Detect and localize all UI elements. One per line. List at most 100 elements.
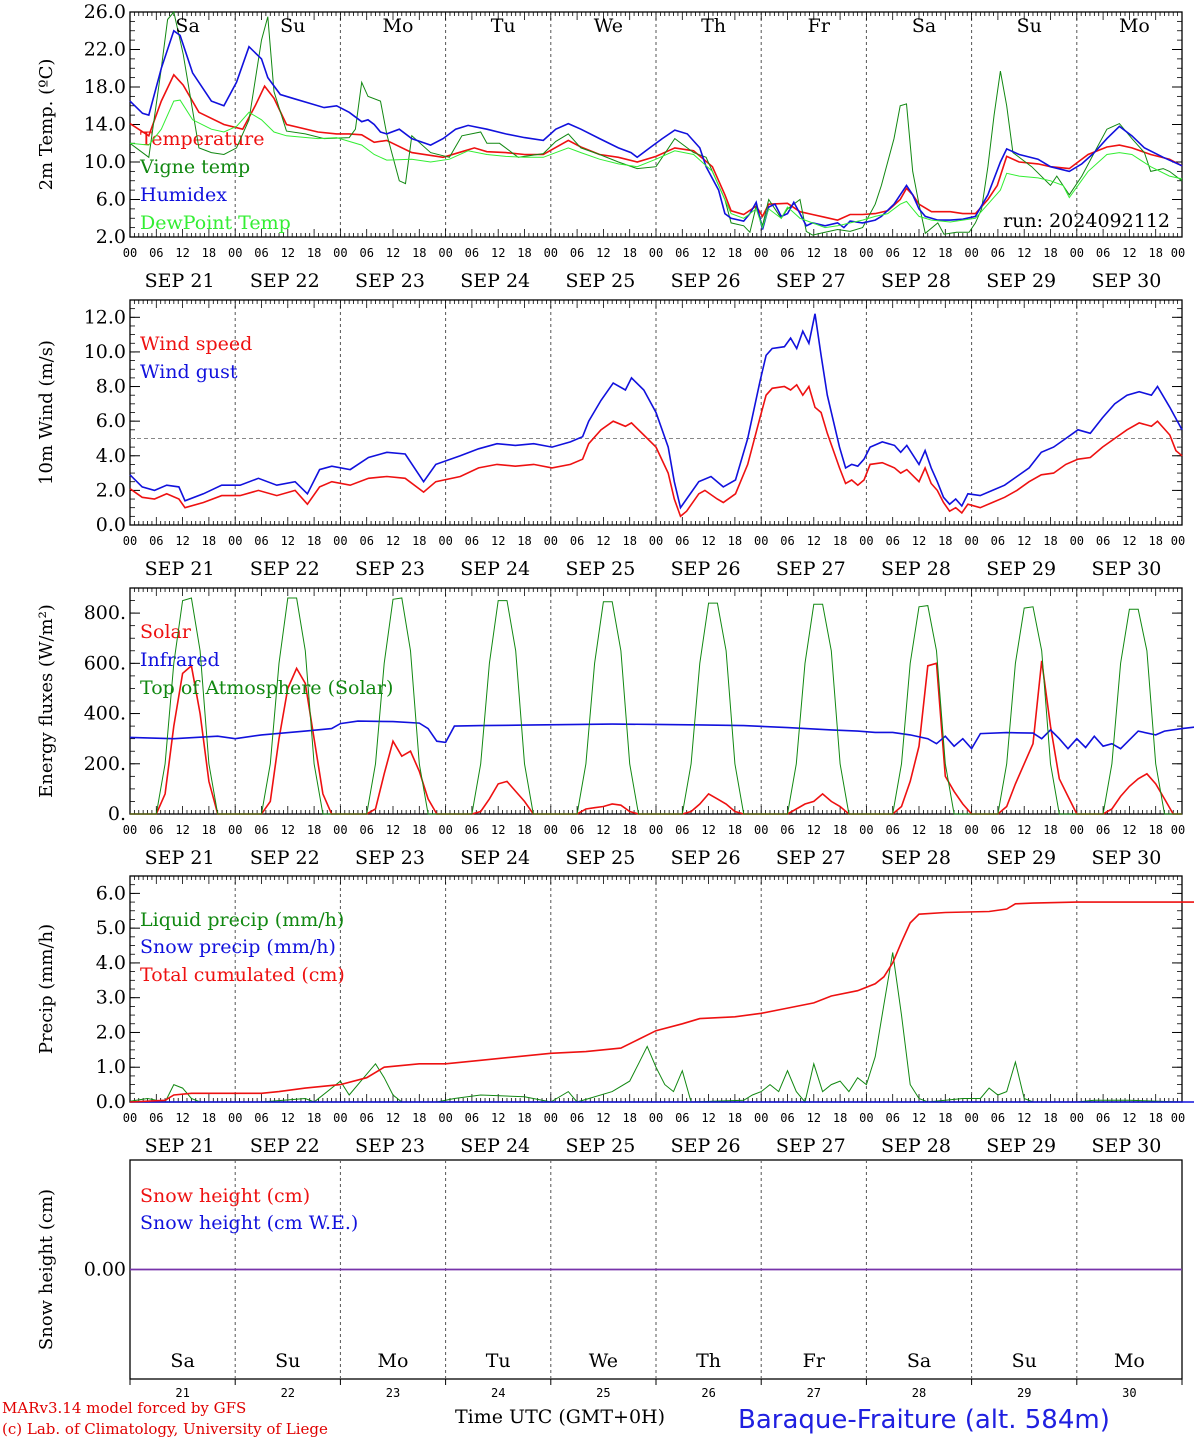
hour-label: 06 bbox=[465, 246, 479, 260]
hour-label: 00 bbox=[228, 246, 242, 260]
hour-label: 00 bbox=[123, 534, 137, 548]
series-line-2-2 bbox=[129, 313, 1183, 510]
date-label: SEP 26 bbox=[671, 270, 741, 292]
day-abbr: Fr bbox=[803, 1350, 826, 1372]
hour-label: 00 bbox=[333, 823, 347, 837]
day-abbr: Sa bbox=[912, 15, 936, 37]
hour-label: 00 bbox=[754, 1111, 768, 1125]
day-number: 26 bbox=[701, 1386, 715, 1400]
hour-label: 18 bbox=[517, 1111, 531, 1125]
hour-label: 00 bbox=[228, 823, 242, 837]
legend-entry: Snow height (cm W.E.) bbox=[140, 1212, 358, 1234]
hour-label: 18 bbox=[1043, 1111, 1057, 1125]
hour-label: 06 bbox=[149, 1111, 163, 1125]
hour-label: 18 bbox=[1043, 823, 1057, 837]
series-line-3-2 bbox=[129, 720, 1194, 751]
hour-label: 06 bbox=[359, 246, 373, 260]
hour-label: 18 bbox=[938, 823, 952, 837]
hour-label: 18 bbox=[307, 823, 321, 837]
hour-label: 12 bbox=[281, 823, 295, 837]
hour-label: 12 bbox=[701, 823, 715, 837]
date-label: SEP 26 bbox=[671, 558, 741, 580]
y-axis-label: Energy fluxes (W/m²) bbox=[36, 604, 57, 798]
date-label: SEP 30 bbox=[1091, 270, 1161, 292]
hour-label: 12 bbox=[491, 1111, 505, 1125]
hour-label: 12 bbox=[807, 246, 821, 260]
hour-label: 00 bbox=[649, 246, 663, 260]
hour-label: 00 bbox=[649, 823, 663, 837]
hour-label: 12 bbox=[912, 534, 926, 548]
hour-label: 12 bbox=[912, 1111, 926, 1125]
hour-label: 12 bbox=[386, 823, 400, 837]
legend-entry: Vigne temp bbox=[139, 156, 250, 178]
hour-label: 12 bbox=[175, 534, 189, 548]
y-tick-label: 5.0 bbox=[96, 917, 126, 939]
hour-label: 00 bbox=[859, 823, 873, 837]
hour-label: 18 bbox=[833, 246, 847, 260]
hour-label: 12 bbox=[807, 1111, 821, 1125]
series-line-1-1 bbox=[129, 73, 1183, 221]
hour-label: 00 bbox=[649, 1111, 663, 1125]
day-number: 21 bbox=[175, 1386, 189, 1400]
day-abbr: Tu bbox=[491, 15, 516, 37]
hour-label: 12 bbox=[701, 1111, 715, 1125]
hour-label: 06 bbox=[254, 534, 268, 548]
y-tick-label: 200. bbox=[84, 753, 126, 775]
hour-label: 00 bbox=[228, 534, 242, 548]
date-label: SEP 27 bbox=[776, 558, 846, 580]
y-tick-label: 0.0 bbox=[96, 1091, 126, 1113]
y-tick-label: 400. bbox=[84, 703, 126, 725]
hour-label: 12 bbox=[596, 534, 610, 548]
hour-label: 00 bbox=[1171, 534, 1185, 548]
hour-label: 12 bbox=[596, 1111, 610, 1125]
hour-label: 18 bbox=[833, 823, 847, 837]
y-tick-label: 6.0 bbox=[96, 410, 126, 432]
hour-label: 06 bbox=[1096, 534, 1110, 548]
run-label: run: 2024092112 bbox=[1003, 210, 1170, 232]
day-abbr: We bbox=[589, 1350, 618, 1372]
hour-label: 06 bbox=[465, 534, 479, 548]
hour-label: 00 bbox=[859, 246, 873, 260]
hour-label: 18 bbox=[728, 1111, 742, 1125]
hour-label: 00 bbox=[859, 534, 873, 548]
date-label: SEP 22 bbox=[250, 270, 320, 292]
hour-label: 12 bbox=[1122, 534, 1136, 548]
y-tick-label: 0. bbox=[108, 803, 126, 825]
hour-label: 18 bbox=[412, 823, 426, 837]
series-line-1-4 bbox=[129, 99, 1183, 230]
hour-label: 00 bbox=[1070, 246, 1084, 260]
date-label: SEP 24 bbox=[460, 270, 530, 292]
date-label: SEP 21 bbox=[145, 558, 215, 580]
hour-label: 12 bbox=[912, 823, 926, 837]
hour-label: 06 bbox=[570, 1111, 584, 1125]
hour-label: 12 bbox=[175, 246, 189, 260]
legend-entry: Infrared bbox=[140, 649, 220, 671]
hour-label: 06 bbox=[254, 1111, 268, 1125]
panel-3: 0. 200. 400. 600. 800. Energy fluxes (W/m²) So… bbox=[36, 587, 1194, 869]
hour-label: 18 bbox=[728, 823, 742, 837]
date-label: SEP 28 bbox=[881, 1135, 951, 1157]
date-label: SEP 22 bbox=[250, 1135, 320, 1157]
hour-label: 18 bbox=[412, 1111, 426, 1125]
date-label: SEP 23 bbox=[355, 1135, 425, 1157]
date-label: SEP 27 bbox=[776, 847, 846, 869]
hour-label: 18 bbox=[517, 823, 531, 837]
day-abbr: Mo bbox=[1114, 1350, 1145, 1372]
hour-label: 12 bbox=[596, 823, 610, 837]
hour-label: 00 bbox=[438, 246, 452, 260]
hour-label: 00 bbox=[333, 246, 347, 260]
date-label: SEP 28 bbox=[881, 847, 951, 869]
hour-label: 18 bbox=[1148, 534, 1162, 548]
model-credit: MARv3.14 model forced by GFS bbox=[2, 1399, 246, 1417]
hour-label: 18 bbox=[833, 1111, 847, 1125]
hour-label: 12 bbox=[1017, 534, 1031, 548]
hour-label: 06 bbox=[570, 823, 584, 837]
hour-label: 06 bbox=[465, 1111, 479, 1125]
day-number: 23 bbox=[386, 1386, 400, 1400]
date-label: SEP 25 bbox=[565, 558, 635, 580]
day-abbr: Fr bbox=[808, 15, 831, 37]
day-number: 29 bbox=[1017, 1386, 1031, 1400]
series-line-3-3 bbox=[130, 597, 1182, 815]
date-label: SEP 29 bbox=[986, 558, 1056, 580]
